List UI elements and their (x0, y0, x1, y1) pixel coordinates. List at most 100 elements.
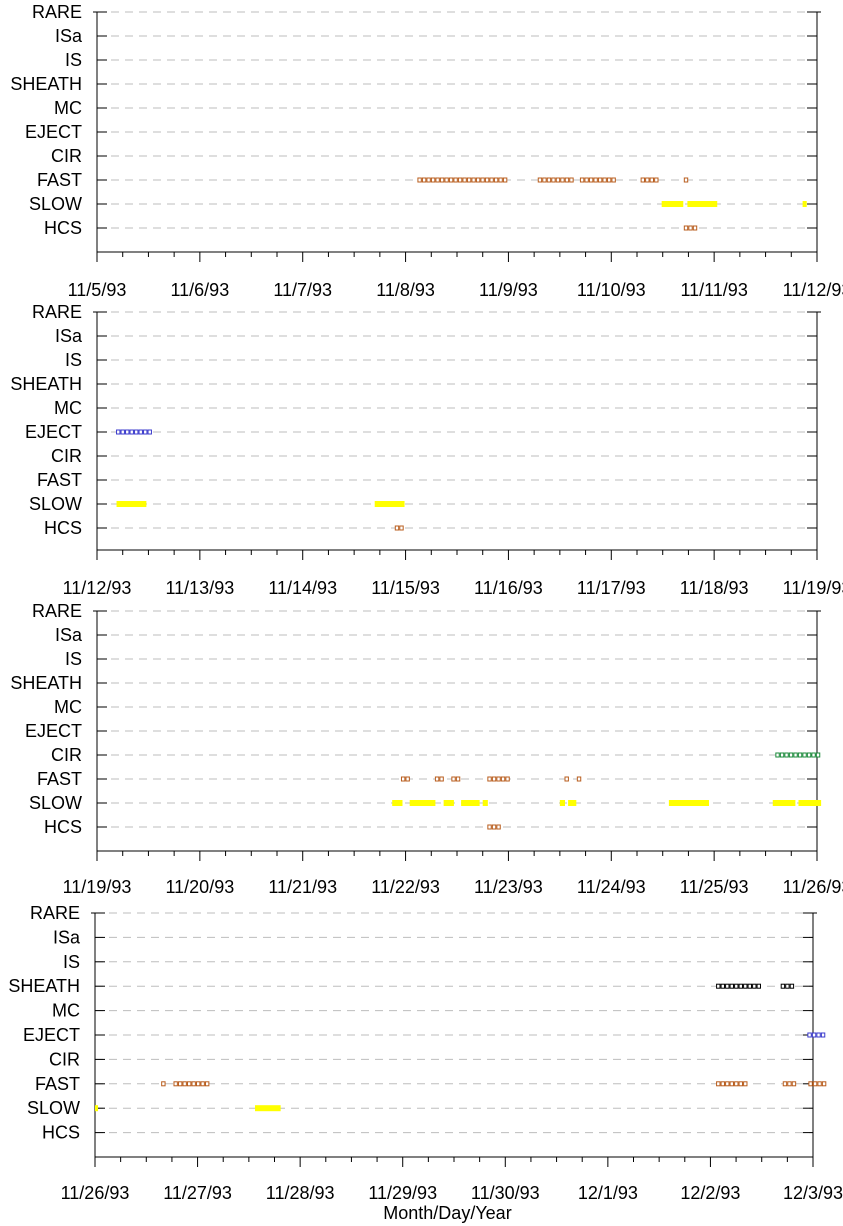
interval-marker (400, 776, 406, 782)
interval-bar-slow (687, 201, 718, 207)
interval-squares-fast (640, 177, 659, 183)
x-tick-label: 11/19/93 (783, 578, 843, 598)
interval-marker (784, 752, 789, 758)
interval-marker (787, 1081, 792, 1087)
interval-marker (502, 177, 508, 183)
interval-marker (491, 824, 497, 830)
x-tick-label: 11/27/93 (163, 1183, 232, 1203)
category-label: EJECT (25, 721, 82, 741)
interval-marker (143, 429, 148, 435)
chart-panel-3: RARE ISa IS SHEATH MC EJECT CIR FAST SLOW HCS 11/1… (10, 601, 843, 897)
interval-marker (602, 177, 607, 183)
category-label: ISa (53, 927, 81, 947)
interval-marker (491, 776, 497, 782)
interval-marker (816, 1032, 821, 1038)
interval-marker (405, 776, 410, 782)
x-tick-label: 12/1/93 (578, 1183, 638, 1203)
interval-marker (743, 1081, 748, 1087)
x-tick-label: 11/18/93 (680, 578, 749, 598)
interval-squares-fast (683, 177, 689, 183)
interval-marker (195, 1081, 201, 1087)
category-label: CIR (51, 146, 82, 166)
interval-marker (394, 525, 400, 531)
interval-marker (426, 177, 431, 183)
interval-bar-slow (409, 800, 436, 806)
interval-marker (475, 177, 481, 183)
interval-marker (498, 177, 503, 183)
interval-marker (576, 776, 582, 782)
interval-marker (716, 983, 721, 989)
interval-marker (593, 177, 598, 183)
interval-marker (496, 824, 501, 830)
interval-bar-slow (374, 501, 405, 507)
interval-squares-fast (808, 1081, 827, 1087)
category-label: SLOW (29, 194, 82, 214)
category-label: FAST (35, 1074, 80, 1094)
interval-marker (484, 177, 490, 183)
category-label: EJECT (23, 1025, 80, 1045)
category-label: SHEATH (8, 976, 80, 996)
interval-marker (551, 177, 556, 183)
interval-marker (729, 983, 734, 989)
category-label: IS (65, 350, 82, 370)
x-tick-label: 11/12/93 (783, 280, 843, 300)
interval-marker (584, 177, 589, 183)
interval-marker (597, 177, 603, 183)
category-label: SLOW (29, 793, 82, 813)
interval-marker (815, 752, 821, 758)
interval-marker (129, 429, 134, 435)
interval-marker (466, 177, 472, 183)
interval-marker (725, 1081, 730, 1087)
interval-marker (782, 1081, 788, 1087)
interval-marker (487, 776, 492, 782)
chart-panel-1: RARE ISa IS SHEATH MC EJECT CIR FAST SLOW HCS 11/5… (10, 2, 843, 300)
category-label: MC (52, 1001, 80, 1021)
interval-marker (444, 177, 449, 183)
interval-marker (417, 177, 422, 183)
x-tick-label: 11/30/93 (471, 1183, 540, 1203)
interval-squares-hcs (394, 525, 404, 531)
category-label: HCS (42, 1123, 80, 1143)
interval-squares-fast (716, 1081, 748, 1087)
category-label: SLOW (29, 494, 82, 514)
x-tick-label: 11/13/93 (165, 578, 234, 598)
interval-marker (537, 177, 543, 183)
category-label: EJECT (25, 422, 82, 442)
interval-marker (817, 1081, 822, 1087)
interval-squares-fast (173, 1081, 210, 1087)
interval-marker (138, 429, 143, 435)
interval-marker (200, 1081, 205, 1087)
interval-bar-slow (661, 201, 684, 207)
interval-marker (734, 1081, 739, 1087)
interval-marker (505, 776, 510, 782)
interval-marker (788, 752, 794, 758)
category-label: CIR (51, 745, 82, 765)
interval-marker (821, 1081, 827, 1087)
interval-marker (683, 177, 689, 183)
x-tick-label: 11/6/93 (170, 280, 229, 300)
x-tick-label: 12/2/93 (680, 1183, 740, 1203)
interval-marker (399, 525, 404, 531)
interval-marker (564, 776, 569, 782)
interval-marker (588, 177, 594, 183)
category-label: CIR (51, 446, 82, 466)
interval-marker (186, 1081, 192, 1087)
interval-marker (789, 983, 795, 989)
category-label: HCS (44, 218, 82, 238)
interval-marker (747, 983, 752, 989)
x-tick-label: 11/8/93 (376, 280, 435, 300)
category-label: RARE (32, 2, 82, 22)
x-tick-label: 11/9/93 (479, 280, 538, 300)
interval-marker (640, 177, 646, 183)
interval-squares-sheath (780, 983, 795, 989)
interval-marker (802, 752, 807, 758)
interval-marker (147, 429, 152, 435)
interval-bar-slow (668, 800, 709, 806)
x-tick-label: 11/28/93 (266, 1183, 335, 1203)
interval-marker (489, 177, 494, 183)
category-label: SHEATH (10, 374, 82, 394)
x-tick-label: 11/16/93 (474, 578, 543, 598)
interval-squares-fast (451, 776, 461, 782)
x-tick-label: 11/20/93 (165, 877, 234, 897)
